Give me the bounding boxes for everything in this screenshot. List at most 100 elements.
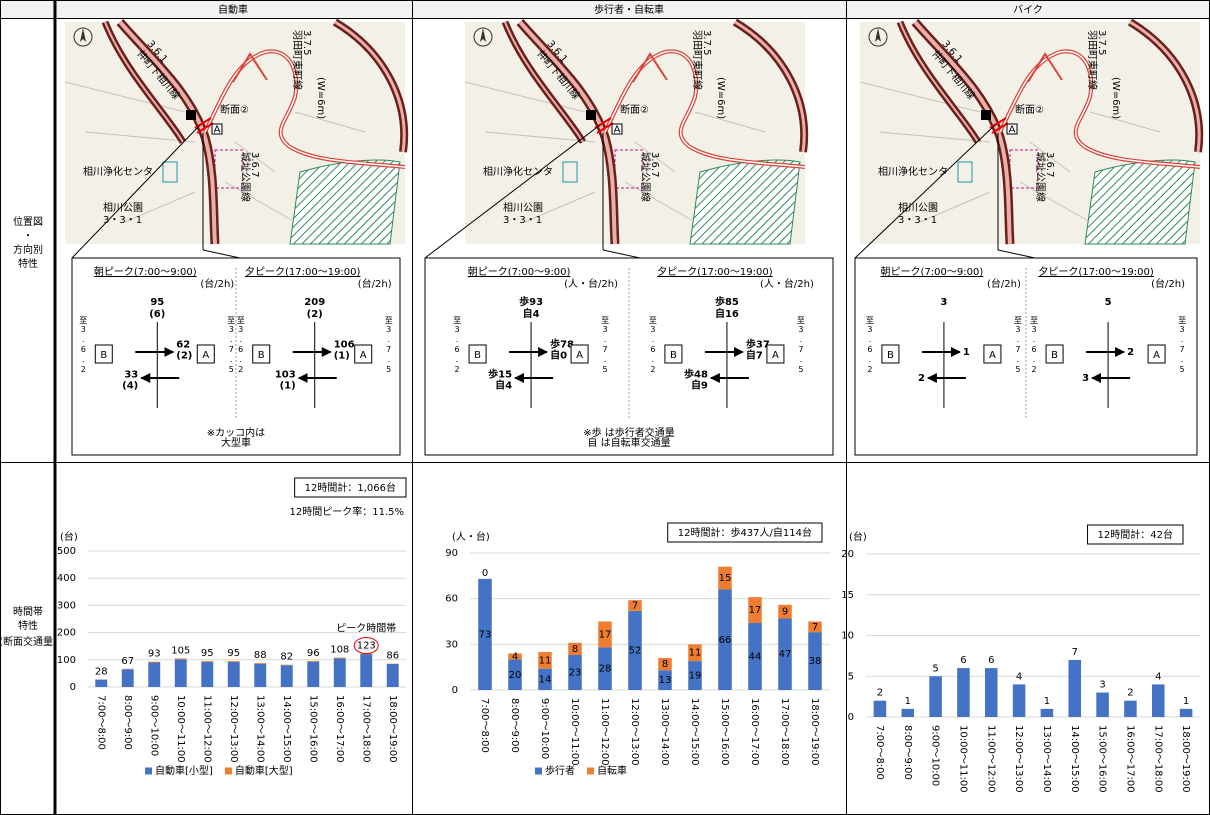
map-road-name: 城址公園線 [1034,152,1047,202]
x-tick-label: 11:00～12:00 [599,698,610,766]
direction-west: 至3.6.2 [236,316,245,375]
flow-top: 歩85 [715,295,739,308]
legend-swatch [535,768,542,775]
bar [1124,701,1137,717]
bar [334,658,346,659]
value-label: 7 [632,601,638,612]
value-label: 11 [539,655,552,666]
flow-right: 106 [334,340,355,351]
value-label: 38 [809,656,822,667]
bar [1068,660,1081,717]
value-label: 4 [512,652,518,663]
direction-west: 至3.6.2 [1030,316,1039,375]
peak-rate: 12時間ピーク率：11.5% [290,505,405,518]
map-road-width: (W=6m) [715,77,726,119]
flow-top: 209 [304,297,325,308]
value-label: 13 [659,675,672,686]
x-tick-label: 9:00～10:00 [148,695,159,756]
total-label: 67 [121,656,134,667]
row-label: 方向別 [13,243,43,256]
x-tick-label: 8:00～9:00 [122,695,133,750]
value-label: 8 [572,644,578,655]
map: BA断面②相川浄化センタ相川公園3・3・13.6.1仲町下相川線3.7.5羽田町… [65,22,405,244]
map-plant: 相川浄化センタ [83,165,153,178]
direction-east: 至3.7.5 [384,316,393,375]
map-plant: 相川浄化センタ [483,165,553,178]
x-tick-label: 7:00～8:00 [95,695,106,750]
bar [1096,693,1109,717]
x-tick-label: 14:00～15:00 [1069,725,1080,793]
y-tick-label: 15 [841,590,854,601]
column-header: 自動車 [218,3,248,16]
map-road-name: 羽田町東町線 [291,30,304,90]
value-label: 7 [812,622,818,633]
flow-left: (1) [280,381,296,392]
bar [201,662,213,687]
map-section: 断面② [220,103,249,116]
x-tick-label: 15:00～16:00 [307,695,318,763]
value-label: 23 [569,667,582,678]
map-road-name: 羽田町東町線 [1086,30,1099,90]
flow-top: (6) [149,309,165,320]
total-label: 95 [201,648,214,659]
direction-west: 至3.6.2 [453,316,462,375]
map-road-width: (W=6m) [1110,77,1121,119]
map-park-name: 相川公園 [503,201,543,214]
row-label: ・ [23,231,33,242]
x-tick-label: 18:00～19:00 [1180,725,1191,793]
total-label: 108 [330,645,349,656]
value-label: 1 [1044,696,1050,707]
y-tick-label: 0 [70,682,76,693]
peak-unit: (台/2h) [200,277,234,290]
direction-west: 至3.6.2 [79,316,88,375]
bar [307,662,319,687]
direction-east: 至3.7.5 [227,316,236,375]
flow-right: 歩78 [550,338,574,351]
peak-title: 夕ピーク(17:00～19:00) [657,266,773,278]
map-a: A [1009,125,1016,136]
y-tick-label: 10 [841,631,854,642]
direction-west: 至3.6.2 [865,316,874,375]
bar [175,659,187,687]
bar [228,661,240,662]
map-park [290,160,400,244]
a-label: A [772,350,779,361]
bar [1152,684,1165,717]
x-tick-label: 18:00～19:00 [809,698,820,766]
value-label: 2 [1127,688,1133,699]
flow-right: (1) [334,351,350,362]
legend-swatch [587,768,594,775]
x-tick-label: 11:00～12:00 [201,695,212,763]
value-label: 6 [960,655,966,666]
total-box-text: 12時間計：歩437人/自114台 [678,526,812,539]
a-label: A [576,350,583,361]
total-label: 82 [280,652,293,663]
a-label: A [989,350,996,361]
flow-left: 103 [275,370,296,381]
value-label: 4 [1155,671,1161,682]
x-tick-label: 11:00～12:00 [985,725,996,793]
column-header: バイク [1013,4,1043,16]
bar [122,669,134,670]
x-tick-label: 17:00～18:00 [779,698,790,766]
b-label: B [474,350,481,361]
value-label: 17 [749,605,762,616]
bar [307,661,319,662]
x-tick-label: 7:00～8:00 [874,725,885,780]
map-a: A [614,125,621,136]
row-label: 時間帯 [13,605,43,618]
peak-title: 夕ピーク(17:00～19:00) [1038,266,1154,278]
bar [387,664,399,687]
peak-unit: (台/2h) [358,277,392,290]
peak-title: 朝ピーク(7:00～9:00) [468,266,571,278]
map-park [690,160,800,244]
bar [228,662,240,687]
y-tick-label: 30 [445,639,458,650]
bar [281,665,293,687]
value-label: 2 [877,688,883,699]
total-label: 28 [95,666,108,677]
flow-right: 自7 [746,349,763,362]
legend-swatch [225,768,232,775]
bar [1013,684,1026,717]
x-tick-label: 13:00～14:00 [659,698,670,766]
